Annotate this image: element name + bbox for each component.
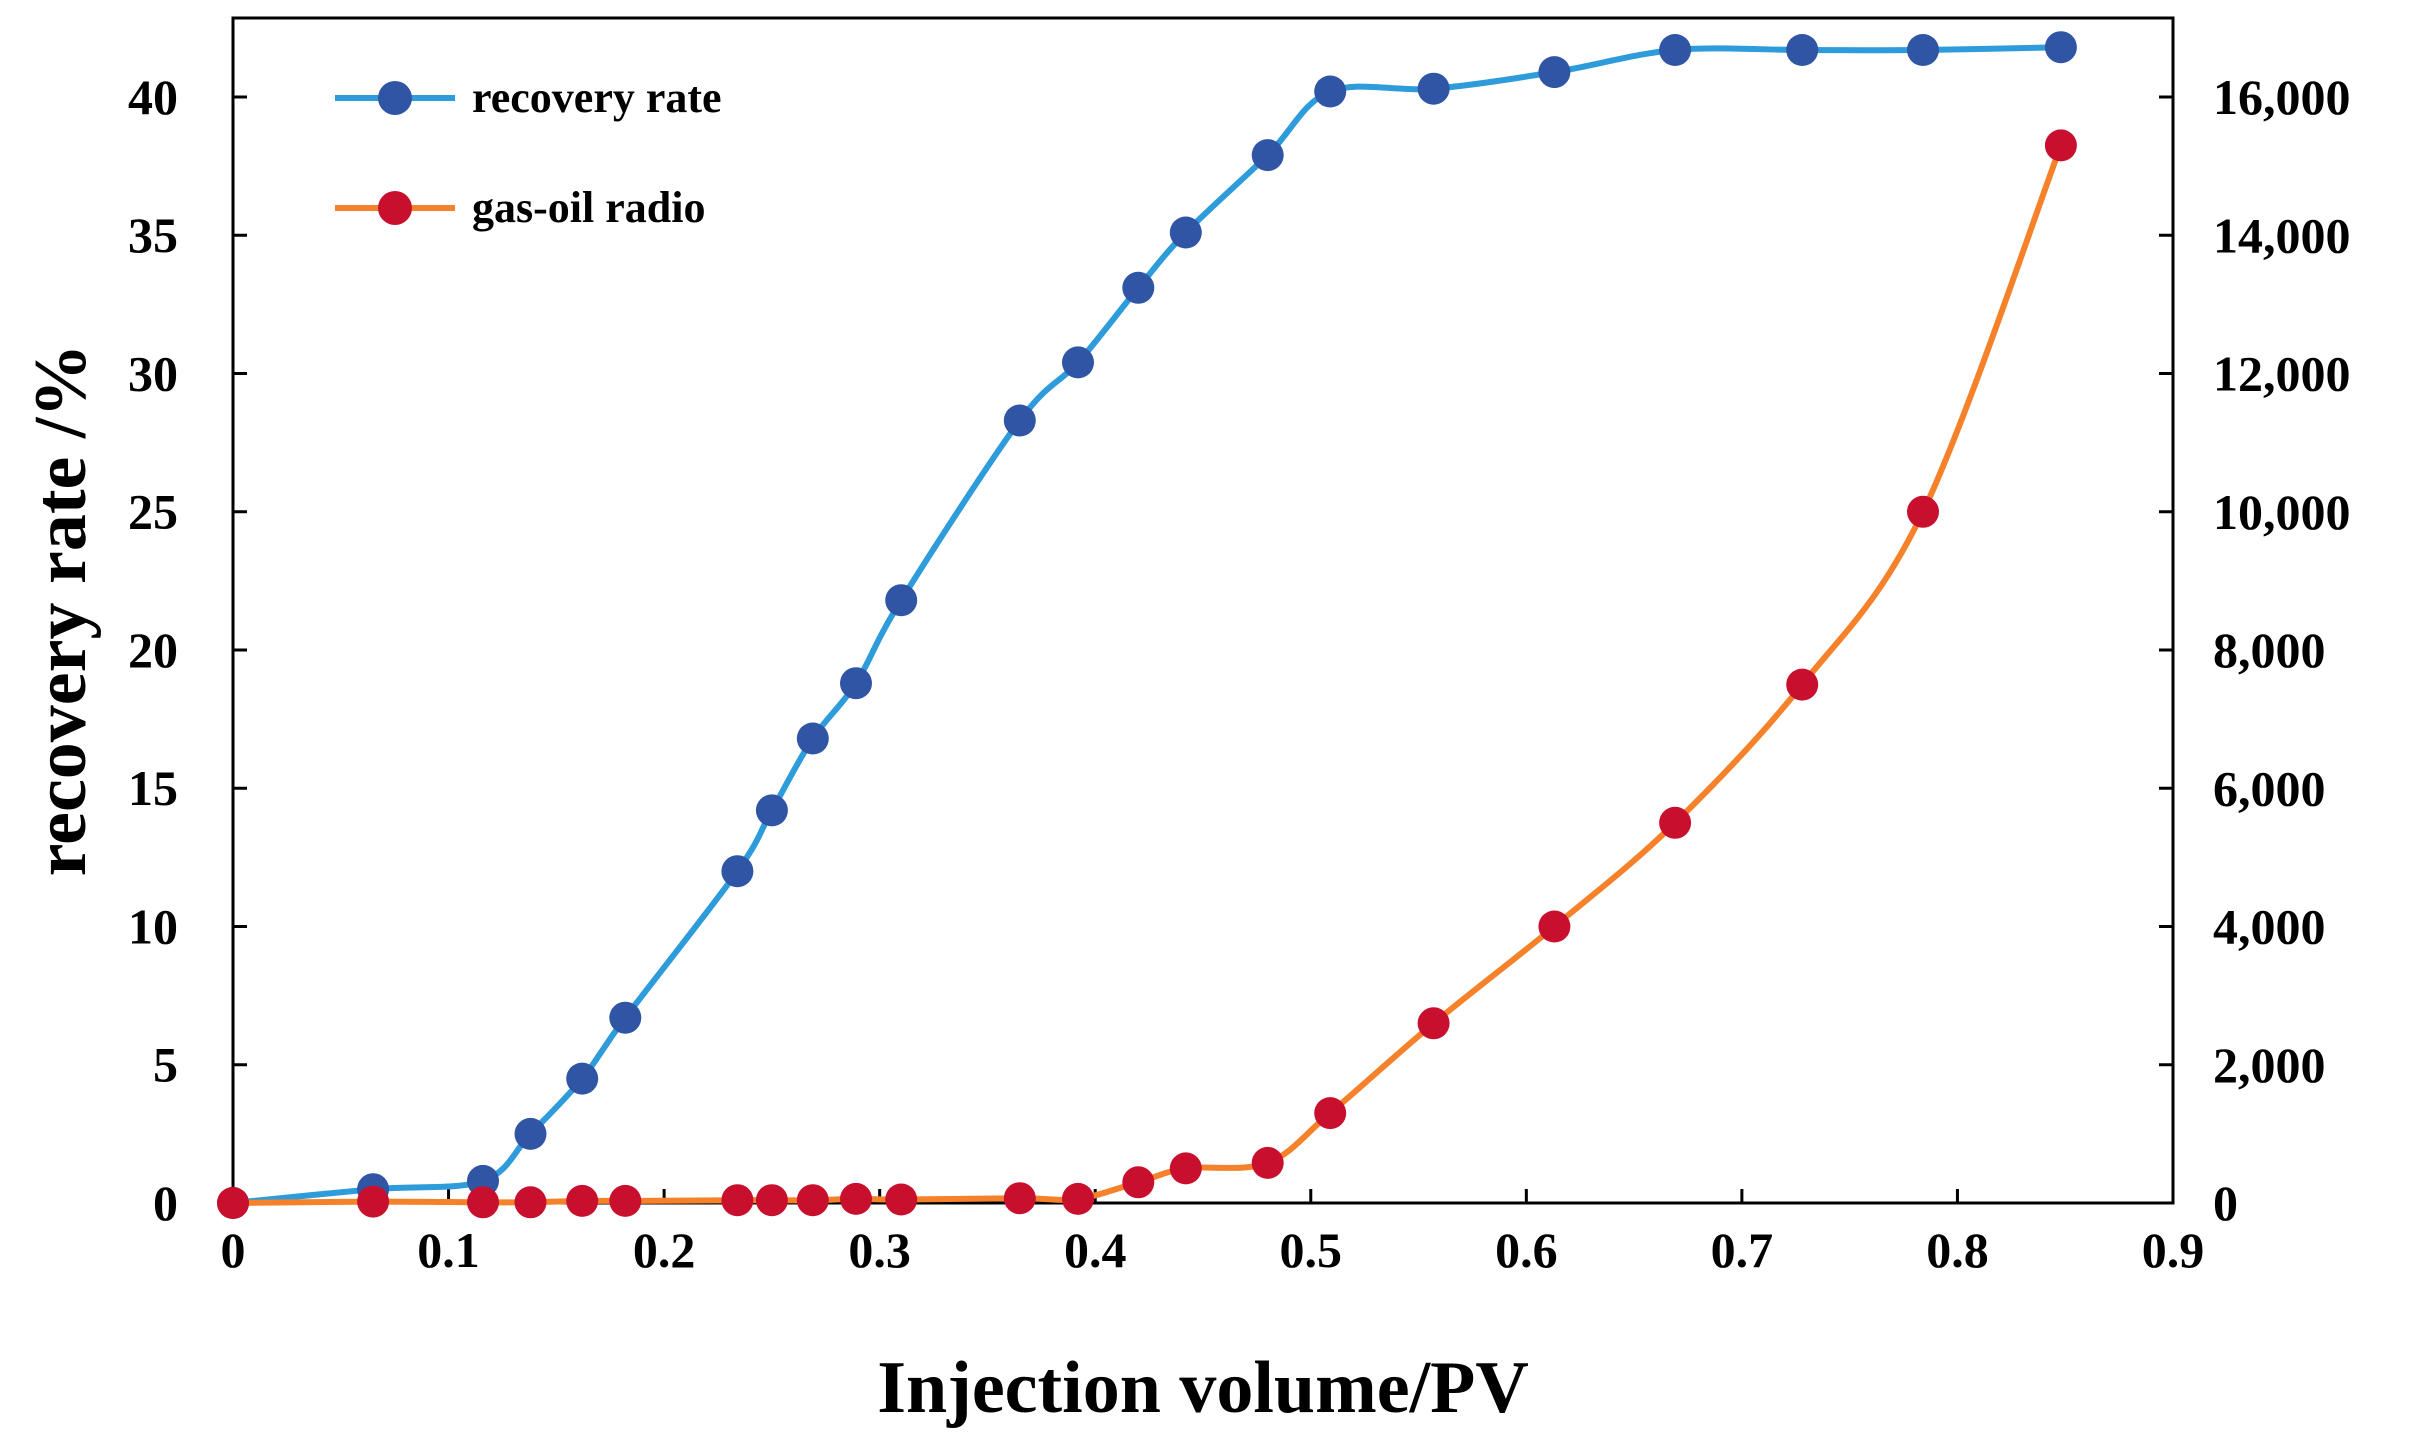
data-point-recovery-rate [1062,346,1094,379]
data-point-gas-oil-radio [1786,668,1819,701]
data-point-gas-oil-radio [796,1184,829,1217]
x-tick-label: 0.1 [417,1222,480,1278]
x-axis: 0 0.1 0.2 0.3 0.4 0.5 0.6 0.7 0.8 0.9 [221,1189,2205,1278]
legend-label-gas-oil-radio: gas-oil radio [472,183,705,232]
data-point-recovery-rate [1907,34,1939,66]
data-point-gas-oil-radio [1062,1182,1094,1215]
y-axis-left: 0 5 10 15 20 25 30 35 40 [128,69,247,1231]
y2-tick-label: 6,000 [2213,760,2326,816]
y2-tick-label: 12,000 [2213,346,2351,402]
x-tick-label: 0.8 [1926,1222,1989,1278]
x-tick-label: 0.6 [1495,1222,1558,1278]
data-point-recovery-rate [721,855,754,888]
data-point-gas-oil-radio [1538,910,1571,943]
data-point-gas-oil-radio [609,1184,642,1217]
y2-tick-label: 10,000 [2213,484,2351,540]
data-point-recovery-rate [1003,404,1036,437]
data-point-gas-oil-radio [840,1182,872,1215]
data-point-recovery-rate [885,584,918,617]
series-line-gas-oil-radio [230,142,2064,1206]
data-point-gas-oil-radio [1169,1152,1202,1185]
x-axis-title: Injection volume/PV [877,1347,1529,1429]
data-point-gas-oil-radio [1003,1182,1036,1215]
data-point-gas-oil-radio [467,1186,499,1219]
x-tick-label: 0.7 [1711,1222,1774,1278]
data-point-gas-oil-radio [1251,1146,1284,1179]
data-point-gas-oil-radio [1659,806,1692,839]
legend: recovery rate gas-oil radio [335,73,722,232]
y-tick-label: 40 [128,69,178,125]
x-tick-label: 0.4 [1064,1222,1127,1278]
y-tick-label: 0 [153,1175,178,1231]
y2-tick-label: 16,000 [2213,69,2351,125]
data-point-gas-oil-radio [1122,1166,1155,1199]
legend-marker-recovery-rate [378,81,412,115]
x-tick-label: 0.9 [2142,1222,2205,1278]
y2-tick-label: 0 [2213,1175,2238,1231]
data-point-gas-oil-radio [1314,1097,1347,1130]
y-axis-title: recovery rate /% [20,344,102,877]
y2-tick-label: 14,000 [2213,207,2351,263]
y-tick-label: 30 [128,345,178,401]
data-point-recovery-rate [1659,34,1692,66]
plot-frame [231,16,2175,1205]
data-point-gas-oil-radio [721,1184,754,1217]
data-point-recovery-rate [840,667,872,700]
data-point-recovery-rate [609,1001,642,1034]
data-point-gas-oil-radio [217,1187,249,1219]
data-point-recovery-rate [1538,56,1571,89]
data-point-recovery-rate [566,1062,599,1095]
data-point-recovery-rate [796,722,829,755]
data-point-recovery-rate [1314,75,1347,108]
x-tick-label: 0.2 [633,1222,696,1278]
data-point-recovery-rate [1169,216,1202,249]
y2-tick-label: 2,000 [2213,1037,2326,1093]
x-tick-label: 0.3 [848,1222,911,1278]
x-tick-label: 0 [221,1222,246,1278]
data-point-gas-oil-radio [755,1184,788,1217]
data-point-gas-oil-radio [885,1183,918,1216]
y-tick-label: 5 [153,1037,178,1093]
y-tick-label: 35 [128,207,178,263]
data-point-gas-oil-radio [566,1184,599,1217]
data-point-recovery-rate [1786,34,1819,66]
data-point-recovery-rate [1122,271,1155,304]
data-point-recovery-rate [2044,31,2077,64]
x-tick-label: 0.5 [1280,1222,1343,1278]
data-point-recovery-rate [1251,139,1284,172]
data-point-gas-oil-radio [357,1185,390,1218]
data-point-gas-oil-radio [1907,495,1939,528]
y-tick-label: 15 [128,760,178,816]
y2-tick-label: 8,000 [2213,622,2326,678]
data-point-gas-oil-radio [1417,1007,1450,1040]
y-tick-label: 10 [128,898,178,954]
series-points [217,31,2077,1219]
data-point-recovery-rate [755,794,788,827]
data-point-recovery-rate [514,1117,547,1150]
y-axis-right: 0 2,000 4,000 6,000 8,000 10,000 12,000 14,000 1… [2159,69,2351,1231]
legend-marker-gas-oil-radio [378,191,412,225]
data-point-gas-oil-radio [2044,129,2077,162]
data-point-gas-oil-radio [514,1186,547,1219]
y-tick-label: 20 [128,622,178,678]
y-tick-label: 25 [128,484,178,540]
legend-label-recovery-rate: recovery rate [472,73,722,122]
y2-tick-label: 4,000 [2213,899,2326,955]
data-point-recovery-rate [1417,72,1450,105]
